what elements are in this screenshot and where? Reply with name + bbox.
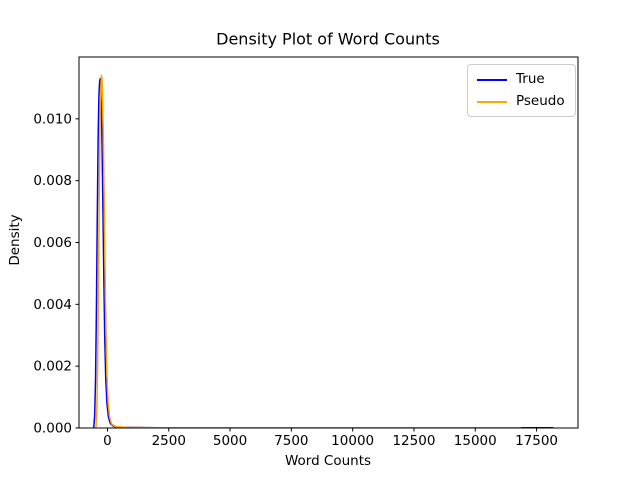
series-line-true: [92, 77, 554, 429]
y-tick-label: 0.010: [33, 111, 72, 127]
y-tick-label: 0.006: [33, 235, 72, 251]
plot-border: [78, 56, 579, 429]
x-tick-label: 7500: [274, 433, 308, 449]
x-tick-label: 17500: [515, 433, 558, 449]
y-tick-label: 0.008: [33, 173, 72, 189]
legend-label: True: [516, 71, 545, 87]
x-axis-label: Word Counts: [284, 453, 372, 469]
legend-label: Pseudo: [516, 93, 565, 109]
x-tick-label: 0: [103, 433, 112, 449]
x-tick-label: 5000: [213, 433, 247, 449]
y-tick-label: 0.000: [33, 421, 72, 437]
x-tick-label: 2500: [152, 433, 186, 449]
y-tick-label: 0.004: [33, 297, 72, 313]
x-tick-label: 12500: [392, 433, 435, 449]
legend: True Pseudo: [467, 64, 576, 117]
legend-item-true: True: [477, 71, 565, 88]
legend-item-pseudo: Pseudo: [477, 93, 565, 110]
legend-line-pseudo: [477, 100, 507, 103]
x-tick-label: 15000: [454, 433, 497, 449]
series-line-pseudo: [95, 74, 522, 429]
y-tick-label: 0.002: [33, 359, 72, 375]
chart-title: Density Plot of Word Counts: [216, 29, 440, 49]
y-axis-label: Density: [7, 214, 23, 266]
x-tick-label: 10000: [331, 433, 374, 449]
legend-line-true: [477, 78, 507, 81]
